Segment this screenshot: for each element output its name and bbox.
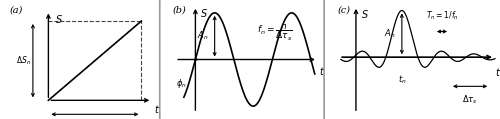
- Text: $\phi_n$: $\phi_n$: [176, 77, 187, 90]
- FancyBboxPatch shape: [160, 0, 330, 119]
- Text: $t$: $t$: [154, 103, 160, 115]
- FancyBboxPatch shape: [324, 0, 500, 119]
- Text: $t_n$: $t_n$: [398, 74, 406, 86]
- Text: (c): (c): [338, 6, 350, 15]
- Text: $T_n{=}1/f_n$: $T_n{=}1/f_n$: [426, 10, 458, 22]
- Text: $f_n = \dfrac{n}{\Delta\tau_s}$: $f_n = \dfrac{n}{\Delta\tau_s}$: [258, 22, 293, 42]
- Text: $S$: $S$: [200, 7, 208, 19]
- Text: $t$: $t$: [495, 67, 500, 79]
- Text: $A_n$: $A_n$: [197, 30, 208, 42]
- Text: (b): (b): [172, 6, 186, 15]
- Text: $\Delta S_n$: $\Delta S_n$: [16, 54, 32, 67]
- Text: $t$: $t$: [320, 65, 326, 77]
- Text: $\Delta\tau_s$: $\Delta\tau_s$: [462, 93, 478, 106]
- Text: (a): (a): [10, 6, 23, 15]
- Text: $A_n$: $A_n$: [384, 28, 395, 40]
- FancyBboxPatch shape: [0, 0, 168, 119]
- Text: $S$: $S$: [361, 8, 369, 20]
- Text: $S$: $S$: [54, 13, 62, 25]
